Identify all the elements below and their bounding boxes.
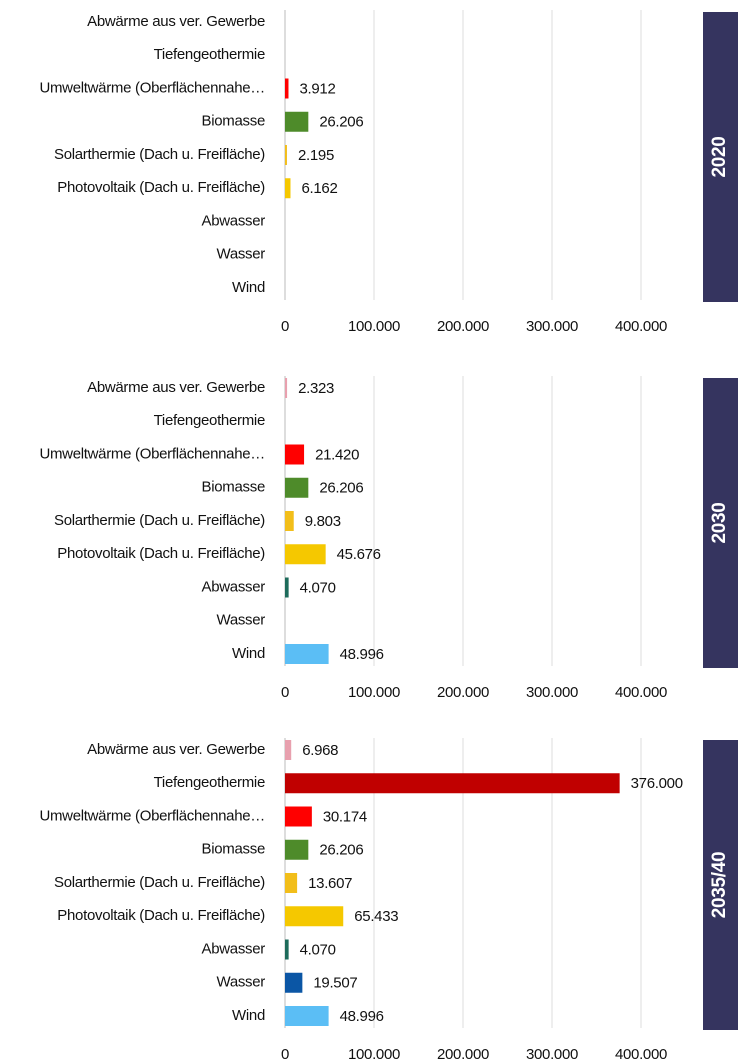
bar [285, 1006, 329, 1026]
bar [285, 773, 620, 794]
bar [285, 544, 326, 565]
y-tick-label: Tiefengeothermie [154, 46, 265, 63]
value-label: 48.996 [340, 646, 384, 663]
y-tick-label: Wind [232, 279, 265, 296]
x-tick-label: 0 [281, 318, 289, 335]
x-tick-label: 400.000 [615, 1046, 667, 1062]
y-tick-label: Tiefengeothermie [154, 774, 265, 791]
bar [285, 444, 305, 465]
x-tick-label: 0 [281, 1046, 289, 1062]
y-tick-label: Wind [232, 1007, 265, 1024]
y-tick-label: Wasser [217, 612, 266, 629]
year-band [703, 378, 738, 668]
value-label: 6.162 [301, 180, 337, 197]
y-tick-label: Biomasse [202, 841, 265, 858]
y-tick-label: Solarthermie (Dach u. Freifläche) [54, 146, 265, 163]
value-label: 26.206 [319, 114, 363, 131]
y-tick-label: Biomasse [202, 479, 265, 496]
bar [285, 873, 298, 893]
y-tick-label: Wasser [217, 974, 266, 991]
y-tick-label: Umweltwärme (Oberflächennahe… [39, 807, 265, 824]
value-label: 26.206 [319, 842, 363, 859]
year-band [703, 740, 738, 1030]
y-tick-label: Umweltwärme (Oberflächennahe… [39, 445, 265, 462]
value-label: 65.433 [354, 908, 398, 925]
bar [285, 644, 329, 664]
x-tick-label: 100.000 [348, 684, 400, 701]
bar [285, 477, 309, 498]
x-tick-label: 300.000 [526, 1046, 578, 1062]
bar [285, 111, 309, 132]
x-tick-label: 200.000 [437, 1046, 489, 1062]
y-tick-label: Abwasser [202, 578, 266, 595]
y-tick-label: Photovoltaik (Dach u. Freifläche) [57, 907, 265, 924]
value-label: 13.607 [308, 875, 352, 892]
y-tick-label: Wind [232, 645, 265, 662]
y-tick-label: Tiefengeothermie [154, 412, 265, 429]
bar [285, 806, 312, 827]
bar [285, 939, 289, 960]
value-label: 45.676 [337, 546, 381, 563]
value-label: 19.507 [313, 975, 357, 992]
value-label: 2.323 [298, 380, 334, 397]
value-label: 2.195 [298, 147, 334, 164]
x-tick-label: 400.000 [615, 318, 667, 335]
bar [285, 906, 344, 927]
y-tick-label: Photovoltaik (Dach u. Freifläche) [57, 179, 265, 196]
year-band [703, 12, 738, 302]
bar [285, 511, 294, 531]
bar [285, 78, 289, 99]
value-label: 30.174 [323, 808, 367, 825]
value-label: 3.912 [299, 80, 335, 97]
chart-title: 2020 [709, 136, 730, 177]
value-label: 26.206 [319, 480, 363, 497]
value-label: 4.070 [300, 941, 336, 958]
y-tick-label: Abwärme aus ver. Gewerbe [87, 741, 265, 758]
x-tick-label: 200.000 [437, 318, 489, 335]
bar [285, 972, 303, 993]
value-label: 21.420 [315, 446, 359, 463]
x-tick-label: 200.000 [437, 684, 489, 701]
bar [285, 839, 309, 860]
y-tick-label: Abwasser [202, 212, 266, 229]
x-tick-label: 300.000 [526, 318, 578, 335]
bar [285, 145, 287, 165]
y-tick-label: Biomasse [202, 113, 265, 130]
y-tick-label: Abwärme aus ver. Gewerbe [87, 13, 265, 30]
x-tick-label: 100.000 [348, 318, 400, 335]
value-label: 376.000 [631, 775, 683, 792]
bar [285, 577, 289, 598]
x-tick-label: 400.000 [615, 684, 667, 701]
x-tick-label: 0 [281, 684, 289, 701]
y-tick-label: Abwasser [202, 940, 266, 957]
chart-title: 2030 [709, 502, 730, 543]
chart-title: 2035/40 [709, 852, 730, 919]
value-label: 48.996 [340, 1008, 384, 1025]
bar [285, 740, 292, 760]
y-tick-label: Solarthermie (Dach u. Freifläche) [54, 874, 265, 891]
y-tick-label: Solarthermie (Dach u. Freifläche) [54, 512, 265, 529]
bar [285, 178, 291, 199]
y-tick-label: Umweltwärme (Oberflächennahe… [39, 79, 265, 96]
x-tick-label: 100.000 [348, 1046, 400, 1062]
y-tick-label: Photovoltaik (Dach u. Freifläche) [57, 545, 265, 562]
value-label: 6.968 [302, 742, 338, 759]
y-tick-label: Wasser [217, 246, 266, 263]
bar [285, 378, 288, 398]
x-tick-label: 300.000 [526, 684, 578, 701]
value-label: 4.070 [300, 579, 336, 596]
y-tick-label: Abwärme aus ver. Gewerbe [87, 379, 265, 396]
value-label: 9.803 [305, 513, 341, 530]
